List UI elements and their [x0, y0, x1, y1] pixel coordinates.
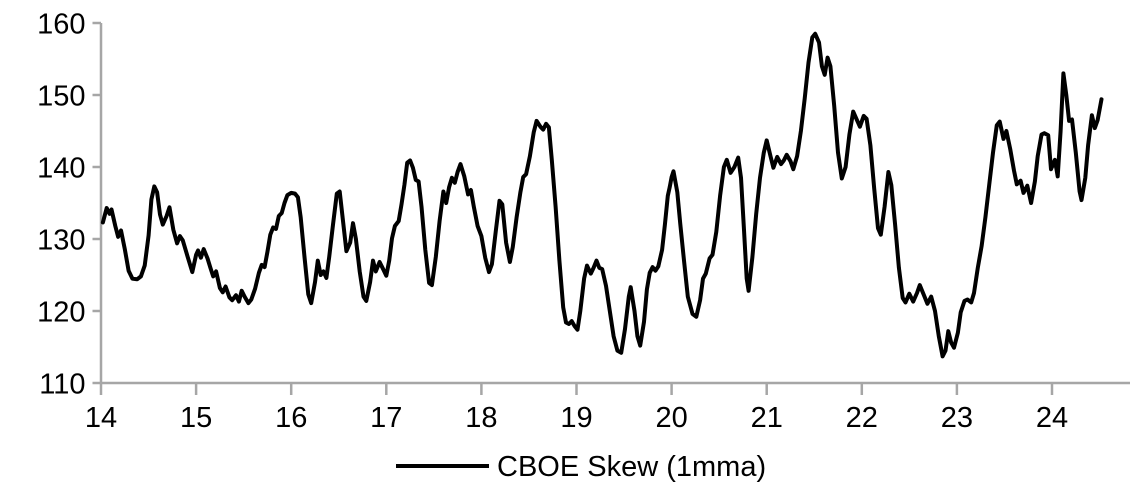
legend: CBOE Skew (1mma) — [396, 451, 766, 483]
x-tick-label-19: 19 — [560, 402, 592, 434]
x-tick-label-20: 20 — [655, 402, 687, 434]
x-tick-label-15: 15 — [180, 402, 212, 434]
x-tick-label-21: 21 — [751, 402, 783, 434]
x-tick-label-18: 18 — [465, 402, 497, 434]
y-tick-label-160: 160 — [37, 9, 85, 41]
y-tick-label-120: 120 — [37, 297, 85, 329]
x-tick-label-23: 23 — [941, 402, 973, 434]
y-tick-label-140: 140 — [37, 153, 85, 185]
axes — [92, 21, 1130, 395]
x-tick-label-17: 17 — [370, 402, 402, 434]
series — [100, 31, 1104, 359]
x-tick-label-24: 24 — [1036, 402, 1068, 434]
x-tick-label-22: 22 — [846, 402, 878, 434]
x-tick-label-16: 16 — [275, 402, 307, 434]
tick-labels: 110 120 130 140 150 160 14 15 16 17 18 19 20 21 22 23 24 — [37, 9, 1068, 435]
y-tick-label-110: 110 — [39, 369, 85, 401]
legend-label: CBOE Skew (1mma) — [497, 451, 766, 483]
x-tick-label-14: 14 — [85, 402, 117, 434]
y-tick-label-150: 150 — [37, 81, 85, 113]
series-line — [100, 31, 1104, 359]
y-tick-label-130: 130 — [37, 225, 85, 257]
